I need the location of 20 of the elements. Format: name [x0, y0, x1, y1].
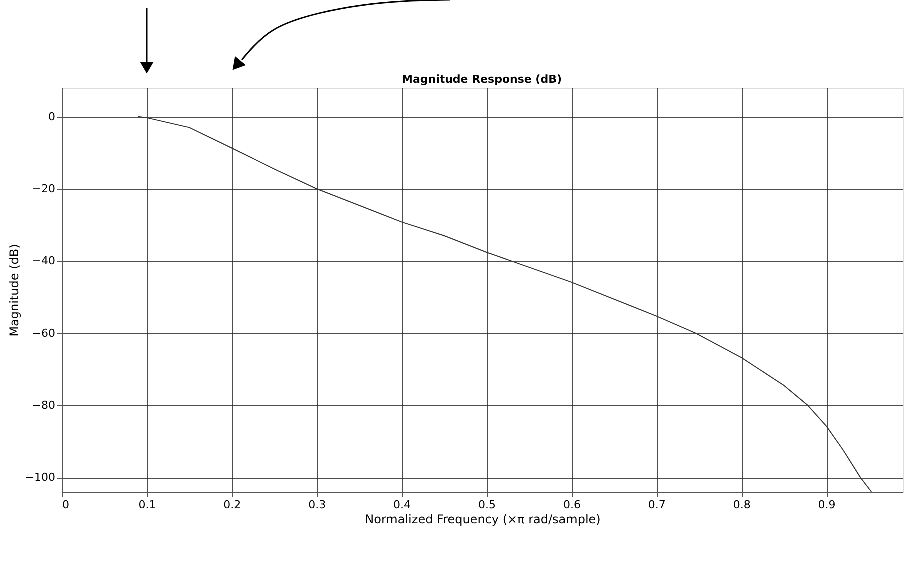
chart-title: Magnitude Response (dB): [402, 73, 562, 86]
line-series: [138, 116, 872, 492]
x-tick-label: 0.2: [224, 498, 242, 512]
x-axis-title: Normalized Frequency (×π rad/sample): [365, 512, 601, 526]
x-tick-label: 0.3: [308, 498, 326, 512]
x-tick-label: 0.6: [563, 498, 581, 512]
x-tick-label: 0.4: [394, 498, 412, 512]
x-tick-label: 0.7: [648, 498, 666, 512]
y-tick-label: 0: [48, 110, 56, 124]
y-tick-label: −100: [25, 471, 56, 484]
y-tick-label: −80: [32, 398, 56, 412]
y-tick-label: −40: [32, 254, 56, 268]
x-tick-label: 0.5: [478, 498, 496, 512]
x-tick-label: 0.8: [733, 498, 751, 512]
y-tick-label: −20: [32, 182, 56, 196]
x-tick-label: 0.1: [138, 498, 156, 512]
x-tick-label: 0: [62, 498, 70, 512]
x-tick-label: 0.9: [818, 498, 836, 512]
y-tick-label: −60: [32, 326, 56, 340]
y-axis-title: Magnitude (dB): [7, 244, 22, 337]
